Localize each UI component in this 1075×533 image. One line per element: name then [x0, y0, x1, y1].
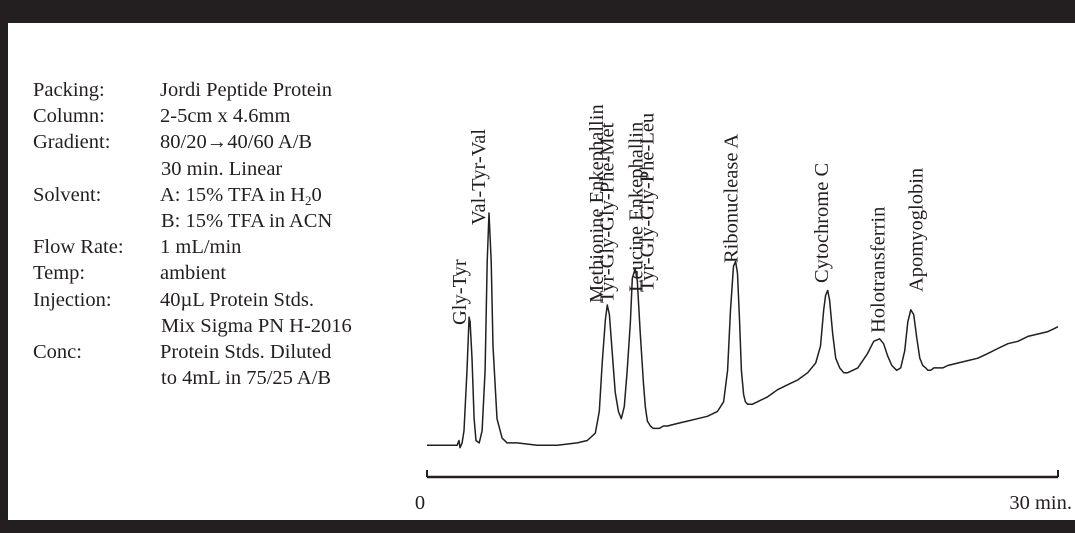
parameter-label: Conc: [33, 340, 82, 363]
parameter-label: Flow Rate: [33, 236, 124, 259]
peak-label: Apomyoglobin [906, 168, 928, 292]
parameter-value: 40µL Protein Stds. [160, 288, 314, 311]
parameter-value: B: 15% TFA in ACN [161, 209, 333, 232]
parameter-value: Jordi Peptide Protein [160, 79, 332, 101]
peak-label: Leucine Enkephallin [626, 122, 648, 292]
parameter-value: 30 min. Linear [161, 157, 283, 180]
left-border [0, 0, 8, 533]
peak-label: Holotransferrin [868, 207, 890, 333]
top-border [0, 0, 1075, 23]
axis-tick-label: 0 [415, 492, 425, 514]
axis-tick-label: 30 min. [1009, 492, 1072, 514]
peak-label: Gly-Tyr [449, 259, 471, 325]
parameter-value: 1 mL/min [160, 236, 242, 259]
parameter-label: Gradient: [33, 131, 111, 154]
chromatogram-trace [427, 212, 1059, 449]
parameter-value: Protein Stds. Diluted [160, 340, 332, 363]
peak-label: Val-Tyr-Val [468, 129, 490, 225]
peak-label: Methionine Enkephallin [586, 104, 608, 303]
parameter-value: 80/20→40/60 A/B [160, 131, 313, 154]
parameter-label: Solvent: [33, 183, 102, 206]
parameter-label: Injection: [33, 288, 112, 311]
peak-label: Tyr-Gly-Gly-Phe-Met [596, 122, 618, 303]
peak-label: Tyr-Gly-Gly-Phe-Leu [636, 113, 658, 292]
parameter-label: Column: [33, 105, 105, 128]
peak-label: Ribonuclease A [720, 134, 742, 263]
parameter-value: A: 15% TFA in H20 [160, 183, 322, 208]
parameter-label: Temp: [33, 262, 86, 285]
parameter-value: 2-5cm x 4.6mm [160, 105, 291, 128]
parameter-value: ambient [160, 262, 227, 285]
parameter-label: Packing: [33, 79, 105, 101]
parameter-value: to 4mL in 75/25 A/B [161, 367, 332, 390]
parameter-value: Mix Sigma PN H-2016 [161, 314, 352, 337]
bottom-border [0, 520, 1075, 533]
peak-label: Cytochrome C [811, 163, 833, 283]
